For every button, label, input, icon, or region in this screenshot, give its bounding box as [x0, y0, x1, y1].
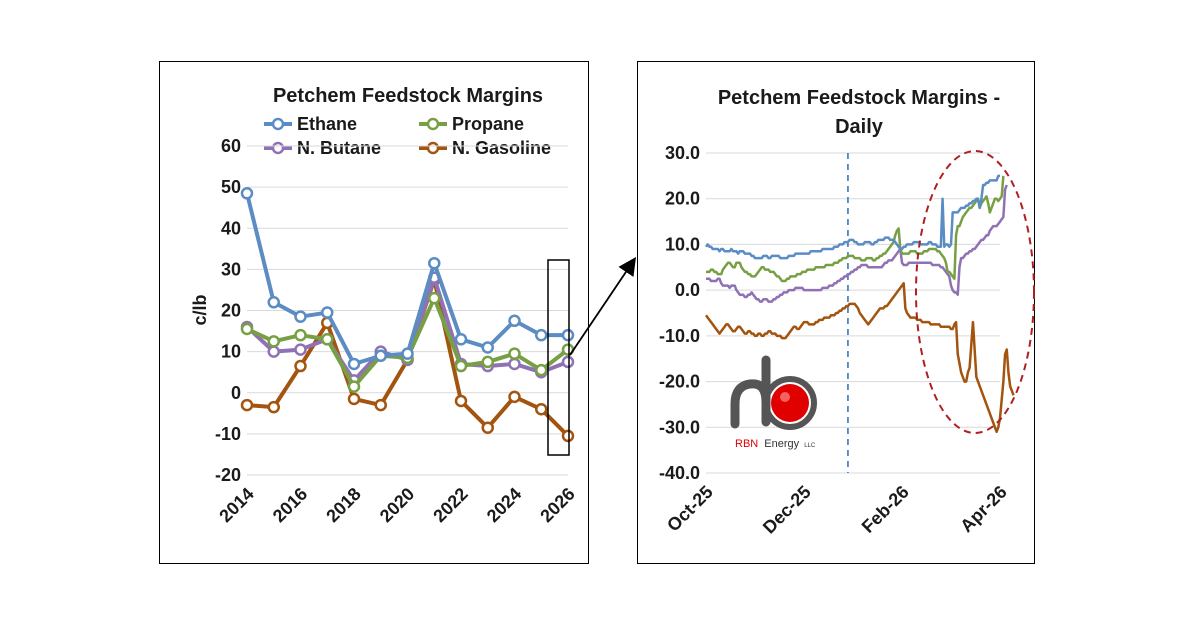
point-ethane: [294, 310, 307, 323]
point-ethane: [454, 333, 468, 346]
legend-gasoline-label: N. Gasoline: [452, 138, 551, 158]
y-tick-label: 40: [221, 218, 241, 238]
point-propane: [347, 380, 361, 393]
y-tick-label: 30.0: [665, 143, 700, 163]
y-tick-label: 30: [221, 259, 241, 279]
y-tick-label: -30.0: [659, 417, 700, 437]
point-ethane: [374, 349, 387, 362]
point-gasoline: [294, 359, 307, 373]
point-ethane: [347, 357, 361, 371]
point-gasoline: [240, 398, 254, 412]
y-tick-label: -20.0: [659, 372, 700, 392]
point-butane: [267, 345, 280, 358]
y-tick-label: 0: [231, 383, 241, 403]
daily-series-line-ethane: [704, 174, 1000, 260]
x-tick-label: 2018: [322, 484, 364, 526]
legend-butane-label: N. Butane: [297, 138, 381, 158]
point-propane: [561, 343, 575, 356]
point-propane: [267, 335, 280, 348]
point-ethane: [321, 306, 334, 319]
y-tick-label: 50: [221, 177, 241, 197]
logo-text: RBN Energy LLC: [735, 438, 816, 450]
annual-y-ticks: -20 -10 0 10 20 30 40 50 60: [215, 136, 241, 485]
daily-series-line-propane: [706, 175, 1005, 283]
legend-ethane: Ethane: [264, 114, 357, 134]
point-propane: [428, 291, 441, 305]
point-propane: [294, 328, 307, 342]
x-tick-label: 2024: [483, 484, 525, 526]
point-gasoline: [481, 421, 494, 434]
point-ethane: [240, 187, 254, 200]
point-gasoline: [508, 390, 521, 404]
legend-butane: N. Butane: [264, 138, 381, 158]
point-gasoline: [347, 392, 361, 406]
rbn-energy-logo: RBN Energy LLC: [730, 355, 817, 450]
point-propane: [508, 347, 521, 360]
annual-chart-title: Petchem Feedstock Margins: [273, 85, 543, 107]
y-tick-label: -10.0: [659, 326, 700, 346]
y-tick-label: 10: [221, 342, 241, 362]
x-tick-label: Oct-25: [663, 482, 717, 536]
daily-y-ticks: -40.0 -30.0 -20.0 -10.0 0.0 10.0 20.0 30.0: [659, 143, 700, 483]
recent-period-highlight-ellipse: [915, 150, 1035, 434]
legend-ethane-label: Ethane: [297, 114, 357, 134]
point-ethane: [401, 347, 414, 360]
y-tick-label: -40.0: [659, 463, 700, 483]
point-gasoline: [374, 398, 387, 412]
annual-chart: Petchem Feedstock Margins Ethane Propane…: [190, 85, 579, 526]
legend-gasoline: N. Gasoline: [419, 138, 551, 158]
point-propane: [240, 322, 254, 336]
y-tick-label: 20.0: [665, 189, 700, 209]
point-ethane: [428, 256, 441, 270]
x-tick-label: Apr-26: [956, 482, 1010, 536]
x-tick-label: 2014: [215, 484, 257, 526]
point-gasoline: [454, 394, 468, 408]
y-tick-label: 0.0: [675, 280, 700, 300]
y-tick-label: -20: [215, 465, 241, 485]
point-ethane: [535, 328, 548, 342]
annual-y-axis-label: c/lb: [190, 294, 210, 325]
x-tick-label: 2016: [269, 484, 311, 526]
point-propane: [321, 333, 334, 346]
daily-chart-panel: Petchem Feedstock Margins - Daily -40.0-…: [637, 61, 1035, 564]
annual-chart-panel: Petchem Feedstock Margins Ethane Propane…: [159, 61, 589, 564]
daily-chart: Petchem Feedstock Margins - Daily -40.0-…: [659, 87, 1035, 538]
y-tick-label: 20: [221, 301, 241, 321]
legend: Ethane Propane N. Butane N. Gasoline: [264, 114, 551, 158]
daily-series: [704, 174, 1015, 434]
daily-series-line-butane: [706, 184, 1008, 303]
x-tick-label: Feb-26: [858, 482, 913, 537]
point-ethane: [481, 341, 494, 354]
point-butane: [294, 343, 307, 356]
annual-series: [240, 187, 575, 443]
daily-grid: [706, 152, 1000, 474]
point-butane: [508, 357, 521, 371]
point-propane: [535, 363, 548, 377]
point-propane: [454, 359, 468, 373]
y-tick-label: -10: [215, 424, 241, 444]
latest-year-highlight-box: [547, 259, 570, 456]
point-gasoline: [535, 402, 548, 416]
point-ethane: [508, 314, 521, 328]
point-ethane: [561, 328, 575, 342]
annual-grid: [247, 145, 568, 476]
x-tick-label: 2020: [376, 484, 418, 526]
daily-x-ticks: Oct-25 Dec-25 Feb-26 Apr-26: [663, 482, 1011, 538]
x-tick-label: Dec-25: [759, 482, 815, 538]
point-butane: [561, 355, 575, 369]
legend-propane: Propane: [419, 114, 524, 134]
point-propane: [481, 355, 494, 369]
x-tick-label: 2026: [536, 484, 578, 526]
y-tick-label: 10.0: [665, 234, 700, 254]
point-gasoline: [267, 400, 280, 414]
point-ethane: [267, 296, 280, 309]
x-tick-label: 2022: [429, 484, 471, 526]
daily-chart-title-line1: Petchem Feedstock Margins -: [718, 87, 1000, 109]
daily-chart-title-line2: Daily: [835, 116, 884, 138]
legend-propane-label: Propane: [452, 114, 524, 134]
daily-series-line-gasoline: [704, 282, 1015, 434]
point-gasoline: [561, 429, 575, 443]
y-tick-label: 60: [221, 136, 241, 156]
annual-x-ticks: 2014 2016 2018 2020 2022 2024 2026: [215, 484, 578, 526]
